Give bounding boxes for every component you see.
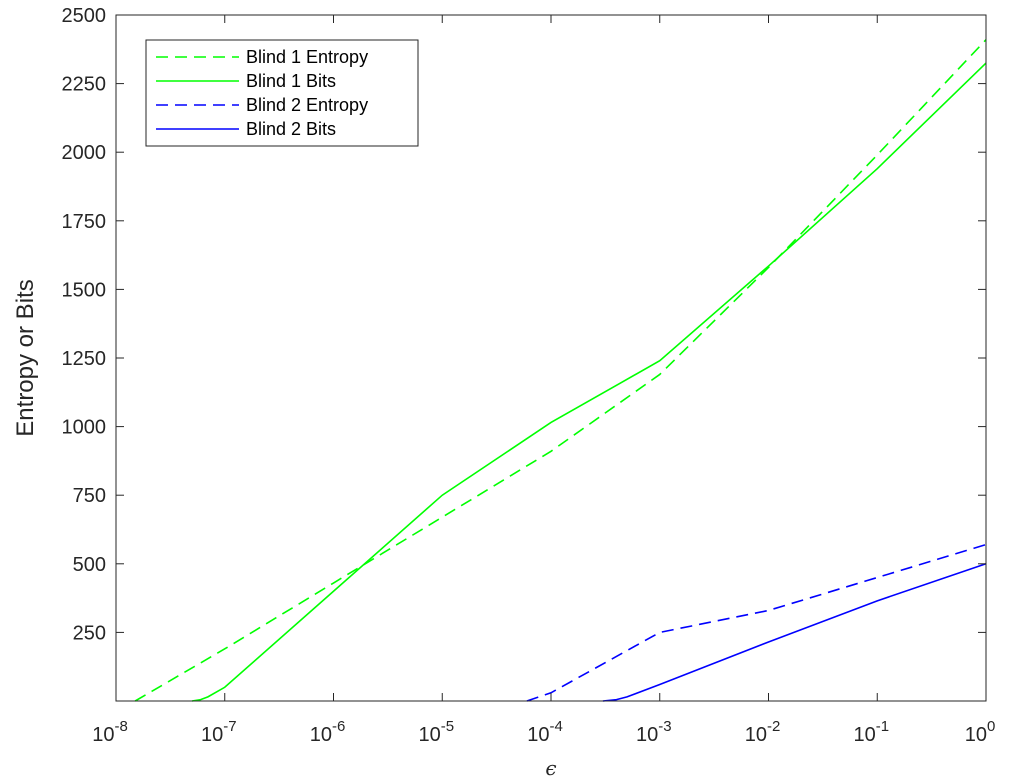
series-line-3 bbox=[526, 543, 987, 702]
y-tick-label-7: 1750 bbox=[62, 211, 107, 233]
x-tick-label-8: 10-1 bbox=[853, 718, 889, 746]
series-line-4 bbox=[602, 563, 987, 702]
y-axis-label: Entropy or Bits bbox=[12, 279, 39, 436]
y-tick-label-3: 750 bbox=[73, 485, 106, 507]
x-tick-label-9: 100 bbox=[965, 718, 996, 746]
x-tick-label-2: 10-7 bbox=[201, 718, 237, 746]
ticks-layer: 10-8 10-7 10-6 10-5 10-4 10-3 10-2 10-1 100 250 50… bbox=[62, 5, 996, 746]
y-tick-label-4: 1000 bbox=[62, 417, 107, 439]
x-tick-label-7: 10-2 bbox=[745, 718, 781, 746]
y-tick-label-6: 1500 bbox=[62, 279, 107, 301]
y-tick-label-9: 2250 bbox=[62, 74, 107, 96]
x-tick-label-1: 10-8 bbox=[92, 718, 128, 746]
series-layer bbox=[134, 39, 987, 702]
legend-label-4: Blind 2 Bits bbox=[246, 119, 336, 139]
y-tick-label-8: 2000 bbox=[62, 142, 107, 164]
legend-label-2: Blind 1 Bits bbox=[246, 71, 336, 91]
x-tick-label-4: 10-5 bbox=[418, 718, 454, 746]
y-tick-label-1: 250 bbox=[73, 622, 106, 644]
y-tick-label-10: 2500 bbox=[62, 5, 107, 27]
x-tick-label-6: 10-3 bbox=[636, 718, 672, 746]
x-axis-label: ϵ bbox=[545, 756, 556, 780]
y-tick-label-2: 500 bbox=[73, 554, 106, 576]
series-line-1 bbox=[134, 39, 987, 702]
x-tick-label-3: 10-6 bbox=[310, 718, 346, 746]
legend-label-1: Blind 1 Entropy bbox=[246, 47, 368, 67]
legend-label-3: Blind 2 Entropy bbox=[246, 95, 368, 115]
x-tick-label-5: 10-4 bbox=[527, 718, 563, 746]
y-tick-label-5: 1250 bbox=[62, 348, 107, 370]
series-line-2 bbox=[191, 62, 987, 702]
plot-frame bbox=[115, 14, 987, 702]
legend: Blind 1 Entropy Blind 1 Bits Blind 2 Entro… bbox=[145, 39, 419, 147]
